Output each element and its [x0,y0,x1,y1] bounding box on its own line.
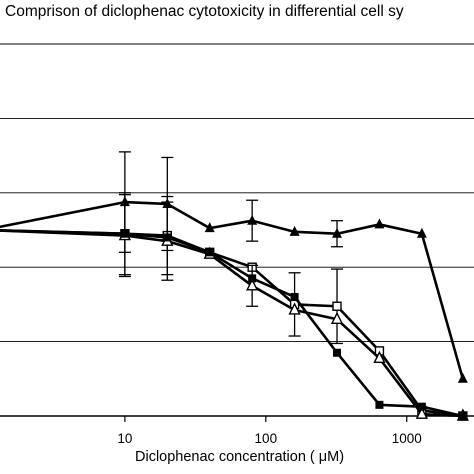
data-point [458,412,467,420]
data-point [374,218,385,229]
x-ticks: 10 100 1000 [117,416,422,446]
x-tick-label: 100 [255,431,278,446]
data-point [247,214,258,225]
data-point [416,227,427,238]
x-tick-label: 1000 [392,431,422,446]
data-point [330,311,344,324]
series-group [0,151,469,421]
data-point [289,225,300,236]
data-point [290,292,299,301]
series-line [0,229,463,418]
x-tick-label: 10 [117,431,132,446]
data-point [332,227,343,238]
data-point [333,348,342,357]
series-line [0,229,464,418]
data-point [332,301,342,311]
data-point [288,302,301,315]
gridlines [0,43,474,343]
data-point [163,233,172,242]
data-point [120,229,129,238]
series-line [0,229,464,418]
chart-title: Comprison of diclophenac cytotoxicity in… [5,3,404,20]
data-point [457,372,468,383]
data-point [246,278,259,291]
data-point [415,406,428,419]
series-open-square [0,192,468,421]
data-point [204,222,215,233]
x-axis-label: Diclophenac concentration ( μM) [135,449,345,465]
data-point [205,248,214,257]
data-point [417,402,426,411]
series-line [0,200,465,380]
data-point [373,350,386,364]
data-point [248,274,257,283]
data-point [375,400,384,409]
series-filled-square [0,229,467,420]
